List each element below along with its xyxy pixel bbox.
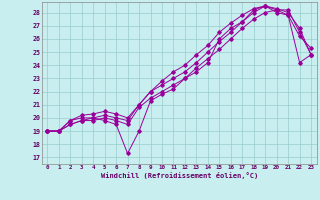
X-axis label: Windchill (Refroidissement éolien,°C): Windchill (Refroidissement éolien,°C): [100, 172, 258, 179]
